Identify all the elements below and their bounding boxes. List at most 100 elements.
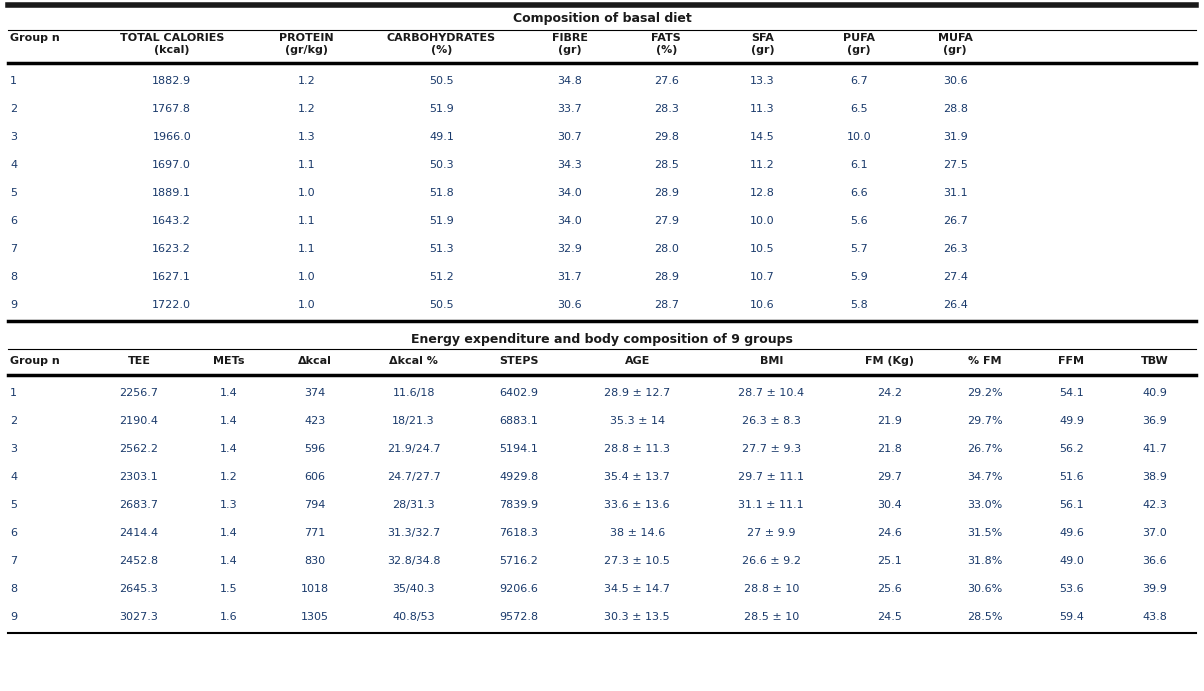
Text: 49.6: 49.6 — [1060, 528, 1084, 538]
Text: 374: 374 — [303, 388, 325, 398]
Text: 50.5: 50.5 — [429, 300, 454, 310]
Text: 28.7 ± 10.4: 28.7 ± 10.4 — [738, 388, 804, 398]
Text: 36.6: 36.6 — [1143, 556, 1167, 566]
Text: 1.2: 1.2 — [297, 104, 315, 114]
Text: 26.7: 26.7 — [943, 216, 968, 226]
Text: 6883.1: 6883.1 — [500, 416, 538, 426]
Text: 4: 4 — [10, 472, 17, 482]
Text: 31.9: 31.9 — [943, 132, 968, 142]
Text: FFM: FFM — [1058, 356, 1085, 366]
Text: 1627.1: 1627.1 — [153, 272, 191, 282]
Text: 40.9: 40.9 — [1143, 388, 1167, 398]
Text: 33.6 ± 13.6: 33.6 ± 13.6 — [604, 500, 669, 510]
Text: 26.6 ± 9.2: 26.6 ± 9.2 — [742, 556, 801, 566]
Text: 21.8: 21.8 — [877, 444, 902, 454]
Text: 26.7%: 26.7% — [968, 444, 1003, 454]
Text: (kcal): (kcal) — [154, 45, 189, 55]
Text: 27.4: 27.4 — [943, 272, 968, 282]
Text: Energy expenditure and body composition of 9 groups: Energy expenditure and body composition … — [411, 332, 793, 346]
Text: 2414.4: 2414.4 — [119, 528, 159, 538]
Text: 28.8 ± 11.3: 28.8 ± 11.3 — [604, 444, 671, 454]
Text: 33.7: 33.7 — [557, 104, 583, 114]
Text: 42.3: 42.3 — [1143, 500, 1167, 510]
Text: 53.6: 53.6 — [1060, 584, 1084, 594]
Text: 38 ± 14.6: 38 ± 14.6 — [609, 528, 665, 538]
Text: 30.6: 30.6 — [557, 300, 583, 310]
Text: 1643.2: 1643.2 — [153, 216, 191, 226]
Text: 9206.6: 9206.6 — [500, 584, 538, 594]
Text: 3027.3: 3027.3 — [119, 612, 159, 622]
Text: 6.1: 6.1 — [850, 160, 868, 170]
Text: 49.0: 49.0 — [1060, 556, 1084, 566]
Text: 56.1: 56.1 — [1060, 500, 1084, 510]
Text: 1.2: 1.2 — [219, 472, 237, 482]
Text: 1.1: 1.1 — [297, 160, 315, 170]
Text: 1.3: 1.3 — [219, 500, 237, 510]
Text: (gr/kg): (gr/kg) — [285, 45, 329, 55]
Text: 1.3: 1.3 — [297, 132, 315, 142]
Text: 24.5: 24.5 — [877, 612, 902, 622]
Text: 2645.3: 2645.3 — [119, 584, 159, 594]
Text: 34.0: 34.0 — [557, 188, 583, 198]
Text: 26.3: 26.3 — [943, 244, 968, 254]
Text: 34.3: 34.3 — [557, 160, 583, 170]
Text: 41.7: 41.7 — [1143, 444, 1167, 454]
Text: 1.6: 1.6 — [219, 612, 237, 622]
Text: 11.3: 11.3 — [750, 104, 775, 114]
Text: (gr): (gr) — [848, 45, 870, 55]
Text: 28.5 ± 10: 28.5 ± 10 — [744, 612, 799, 622]
Text: 2452.8: 2452.8 — [119, 556, 159, 566]
Text: 51.9: 51.9 — [429, 104, 454, 114]
Text: 10.0: 10.0 — [846, 132, 872, 142]
Text: SFA: SFA — [751, 33, 774, 43]
Text: 1.1: 1.1 — [297, 244, 315, 254]
Text: 12.8: 12.8 — [750, 188, 775, 198]
Text: 771: 771 — [303, 528, 325, 538]
Text: 35.3 ± 14: 35.3 ± 14 — [609, 416, 665, 426]
Text: 2: 2 — [10, 416, 17, 426]
Text: 30.6%: 30.6% — [968, 584, 1003, 594]
Text: 31.8%: 31.8% — [968, 556, 1003, 566]
Text: 1.4: 1.4 — [219, 528, 237, 538]
Text: 32.8/34.8: 32.8/34.8 — [386, 556, 441, 566]
Text: 3: 3 — [10, 444, 17, 454]
Text: 2562.2: 2562.2 — [119, 444, 159, 454]
Text: 1966.0: 1966.0 — [153, 132, 191, 142]
Text: 24.6: 24.6 — [877, 528, 902, 538]
Text: 27.7 ± 9.3: 27.7 ± 9.3 — [742, 444, 801, 454]
Text: 7618.3: 7618.3 — [500, 528, 538, 538]
Text: % FM: % FM — [968, 356, 1002, 366]
Text: 31.7: 31.7 — [557, 272, 583, 282]
Text: 51.8: 51.8 — [429, 188, 454, 198]
Text: 3: 3 — [10, 132, 17, 142]
Text: 13.3: 13.3 — [750, 76, 775, 86]
Text: 51.3: 51.3 — [429, 244, 454, 254]
Text: 25.6: 25.6 — [877, 584, 902, 594]
Text: PROTEIN: PROTEIN — [279, 33, 334, 43]
Text: 5.6: 5.6 — [850, 216, 868, 226]
Text: 1889.1: 1889.1 — [152, 188, 191, 198]
Text: 1.5: 1.5 — [219, 584, 237, 594]
Text: 28.7: 28.7 — [654, 300, 679, 310]
Text: 2: 2 — [10, 104, 17, 114]
Text: 1.4: 1.4 — [219, 556, 237, 566]
Text: 26.3 ± 8.3: 26.3 ± 8.3 — [742, 416, 801, 426]
Text: (gr): (gr) — [944, 45, 967, 55]
Text: Δkcal: Δkcal — [297, 356, 331, 366]
Text: 35.4 ± 13.7: 35.4 ± 13.7 — [604, 472, 671, 482]
Text: FATS: FATS — [651, 33, 681, 43]
Text: 34.8: 34.8 — [557, 76, 583, 86]
Text: FIBRE: FIBRE — [551, 33, 588, 43]
Text: MUFA: MUFA — [938, 33, 973, 43]
Text: 38.9: 38.9 — [1143, 472, 1167, 482]
Text: 50.3: 50.3 — [429, 160, 454, 170]
Text: Composition of basal diet: Composition of basal diet — [513, 12, 691, 24]
Text: 33.0%: 33.0% — [968, 500, 1003, 510]
Text: 10.7: 10.7 — [750, 272, 775, 282]
Text: 29.7: 29.7 — [877, 472, 902, 482]
Text: 21.9/24.7: 21.9/24.7 — [386, 444, 441, 454]
Text: 31.1: 31.1 — [943, 188, 968, 198]
Text: 5.7: 5.7 — [850, 244, 868, 254]
Text: PUFA: PUFA — [843, 33, 875, 43]
Text: 1.0: 1.0 — [297, 300, 315, 310]
